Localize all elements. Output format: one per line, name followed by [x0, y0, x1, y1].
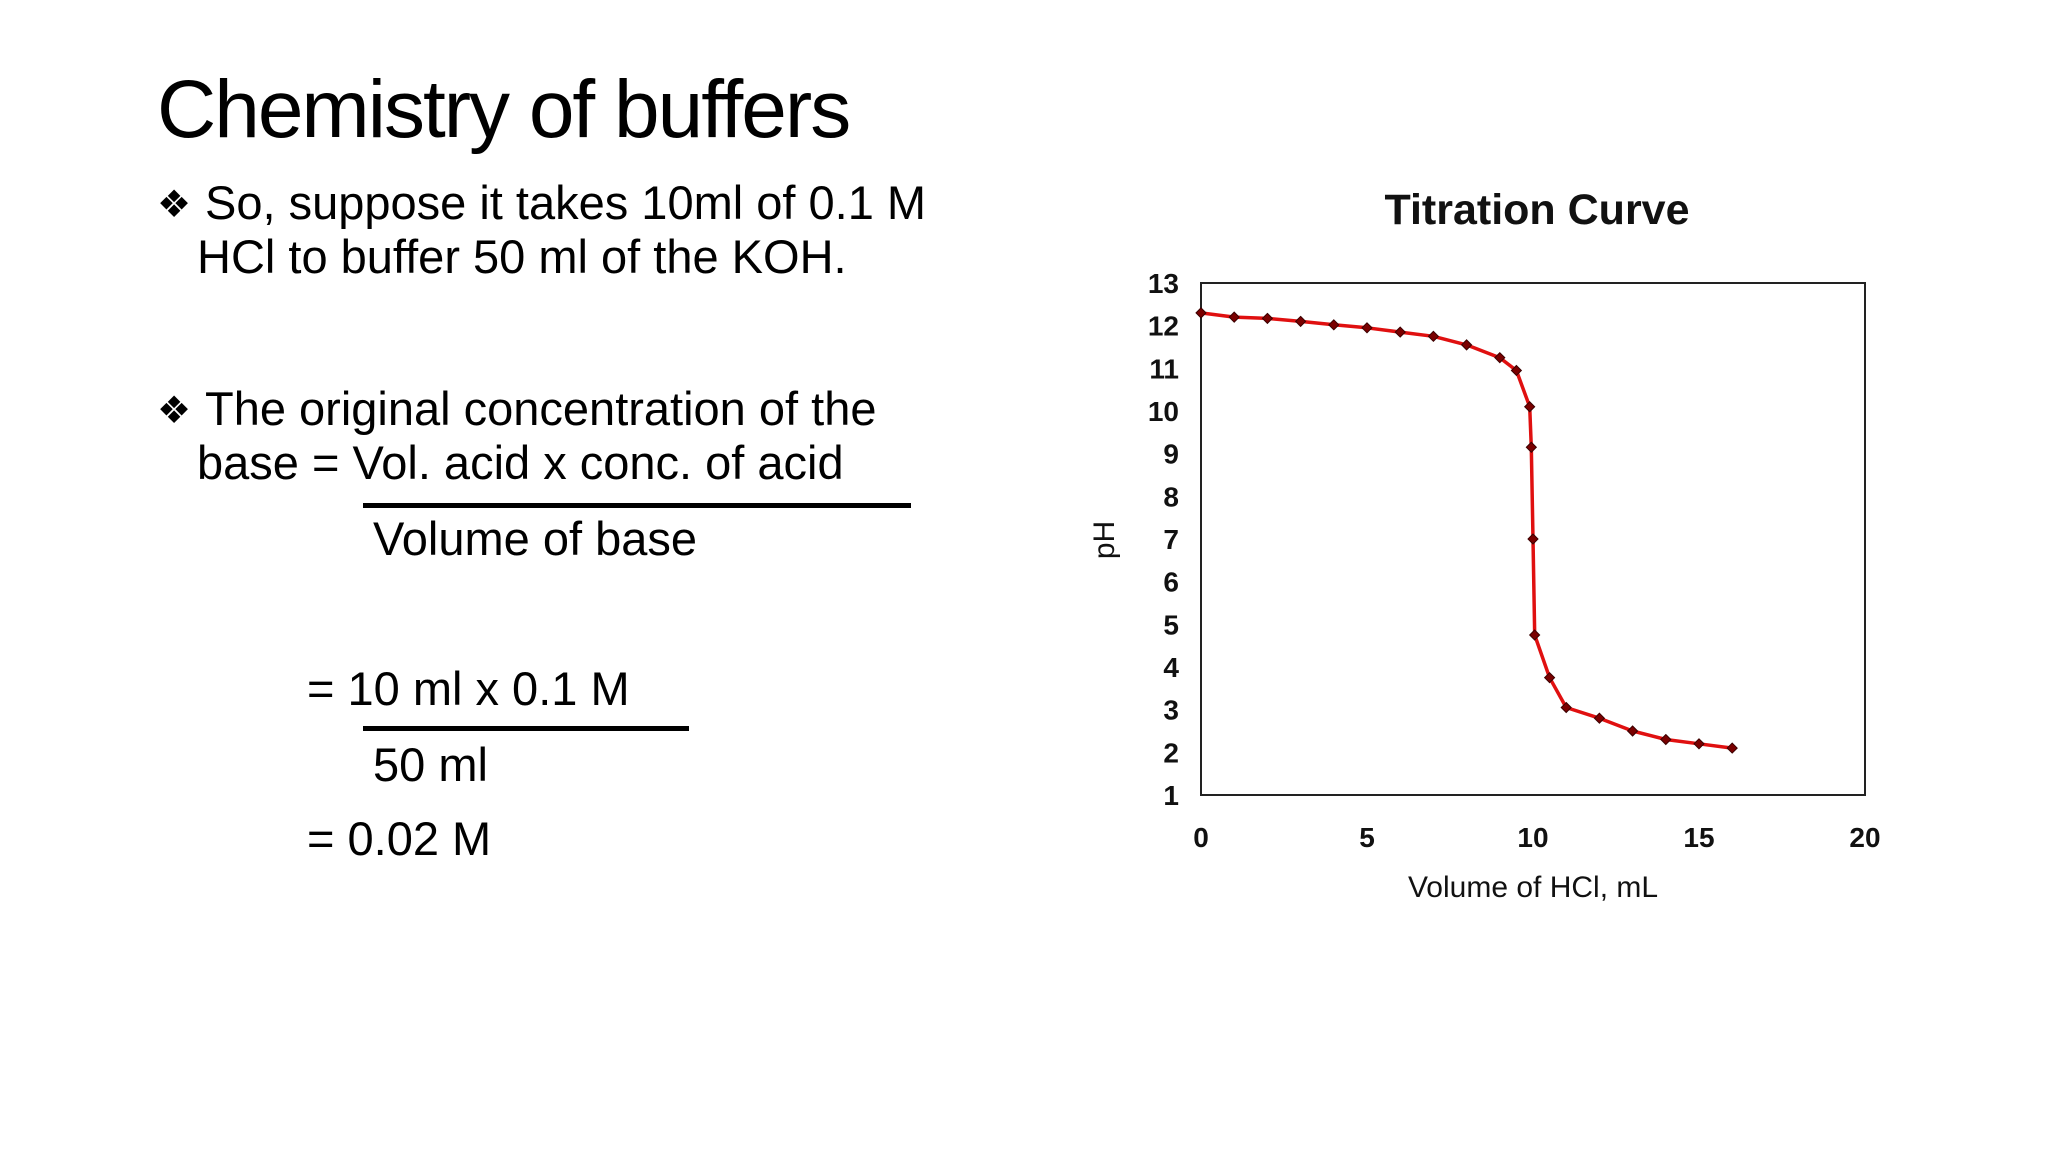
x-axis-label: Volume of HCl, mL	[1408, 871, 1658, 904]
y-tick-label: 8	[1163, 481, 1179, 512]
y-tick-label: 9	[1163, 439, 1179, 470]
equation-result: = 0.02 M	[307, 812, 492, 865]
equation-numerator: = 10 ml x 0.1 M	[307, 662, 630, 715]
y-tick-label: 2	[1163, 737, 1179, 768]
x-tick-label: 10	[1517, 822, 1548, 853]
y-tick-label: 5	[1163, 609, 1179, 640]
y-axis-label: pH	[1088, 521, 1121, 559]
data-point-marker	[1328, 319, 1340, 331]
y-tick-label: 7	[1163, 524, 1179, 555]
y-tick-label: 3	[1163, 695, 1179, 726]
equation-denominator: 50 ml	[373, 738, 488, 791]
data-point-marker	[1294, 315, 1307, 328]
bullet-diamond-icon: ❖	[157, 184, 192, 226]
data-point-marker	[1525, 441, 1538, 453]
data-point-marker	[1427, 330, 1440, 343]
x-tick-label: 0	[1193, 822, 1209, 853]
x-tick-label: 15	[1683, 822, 1714, 853]
data-point-marker	[1228, 311, 1240, 323]
data-point-marker	[1460, 339, 1473, 351]
series-markers	[1195, 307, 1738, 754]
data-point-marker	[1626, 725, 1639, 737]
y-tick-label: 4	[1163, 652, 1179, 683]
y-tick-label: 6	[1163, 567, 1179, 598]
data-point-marker	[1195, 307, 1207, 319]
y-tick-label: 10	[1148, 396, 1179, 427]
data-point-marker	[1593, 712, 1606, 724]
data-point-marker	[1543, 671, 1556, 684]
bullet-1-line-2: HCl to buffer 50 ml of the KOH.	[197, 230, 847, 283]
bullet-1-line-1: ❖ So, suppose it takes 10ml of 0.1 M	[157, 176, 926, 232]
slide-title: Chemistry of buffers	[157, 64, 851, 155]
data-point-marker	[1527, 533, 1539, 545]
data-point-marker	[1394, 326, 1406, 338]
series-line	[1200, 311, 1733, 750]
fraction-denominator-1: Volume of base	[373, 512, 697, 565]
data-point-marker	[1261, 312, 1274, 325]
bullet-2-line-2: base = Vol. acid x conc. of acid	[197, 436, 844, 489]
chart-title: Titration Curve	[1384, 186, 1689, 234]
bullet-1-text: So, suppose it takes 10ml of 0.1 M	[205, 176, 927, 229]
x-tick-label: 5	[1359, 822, 1375, 853]
data-point-marker	[1693, 738, 1705, 750]
data-point-marker	[1494, 351, 1506, 364]
bullet-diamond-icon: ❖	[157, 390, 192, 432]
data-point-marker	[1523, 401, 1536, 413]
fraction-bar-2	[363, 726, 689, 731]
x-axis-ticks: 0 5 10 15 20	[1193, 822, 1880, 853]
y-tick-label: 13	[1148, 268, 1179, 299]
data-point-marker	[1660, 733, 1672, 746]
y-tick-label: 12	[1148, 311, 1179, 342]
bullet-2-line-1: ❖ The original concentration of the	[157, 382, 876, 438]
data-point-marker	[1528, 629, 1541, 641]
data-point-marker	[1726, 742, 1738, 754]
y-tick-label: 11	[1149, 353, 1179, 384]
x-tick-label: 20	[1849, 822, 1880, 853]
fraction-bar-1	[363, 503, 911, 508]
data-point-marker	[1510, 364, 1523, 377]
data-point-marker	[1361, 322, 1373, 334]
y-tick-label: 1	[1163, 780, 1179, 811]
data-point-marker	[1560, 701, 1572, 714]
bullet-2-text: The original concentration of the	[205, 382, 877, 435]
